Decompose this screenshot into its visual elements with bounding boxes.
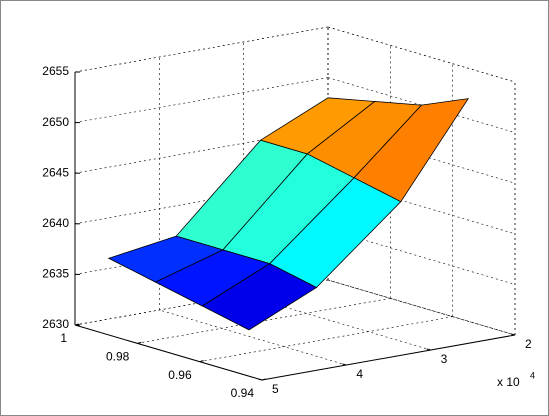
z-tick-label: 2630 — [42, 317, 69, 331]
x-tick-label: 0.98 — [106, 350, 130, 364]
x-axis — [74, 324, 263, 381]
y-tick-label: 2 — [525, 337, 532, 351]
surface-face — [201, 263, 318, 331]
y-axis — [261, 334, 516, 381]
z-tick-label: 2640 — [42, 216, 69, 230]
z-tick-label: 2645 — [42, 165, 69, 179]
y-tick-label: 5 — [272, 382, 279, 396]
x-tick-label: 0.94 — [231, 386, 255, 400]
x-tick-label: 0.96 — [168, 368, 192, 382]
x-tick-label: 1 — [60, 331, 67, 345]
y-exponent: 4 — [530, 370, 535, 380]
y-tick-label: 4 — [356, 367, 363, 381]
z-tick-label: 2635 — [42, 267, 69, 281]
y-tick-label: 3 — [441, 352, 448, 366]
z-tick-label: 2650 — [42, 115, 69, 129]
z-tick-label: 2655 — [42, 64, 69, 78]
y-multiplier: x 10 — [497, 375, 520, 389]
